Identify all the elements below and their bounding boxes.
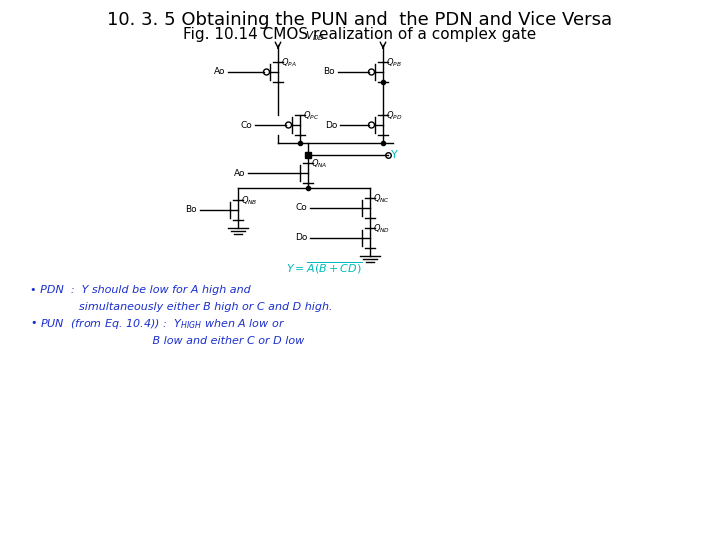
Text: $Q_{PB}$: $Q_{PB}$ xyxy=(386,57,402,69)
Text: simultaneously either B high or C and D high.: simultaneously either B high or C and D … xyxy=(30,302,333,312)
Text: 10. 3. 5 Obtaining the PUN and  the PDN and Vice Versa: 10. 3. 5 Obtaining the PUN and the PDN a… xyxy=(107,11,613,29)
Text: • PUN  (from Eq. 10.4)) :  Y$_{HIGH}$ when A low or: • PUN (from Eq. 10.4)) : Y$_{HIGH}$ when… xyxy=(30,317,285,331)
Text: $Q_{NA}$: $Q_{NA}$ xyxy=(311,158,328,170)
Text: Co: Co xyxy=(240,120,252,130)
Text: $Q_{PD}$: $Q_{PD}$ xyxy=(386,110,402,122)
Text: Ao: Ao xyxy=(233,168,245,178)
Text: • PDN  :  Y should be low for A high and: • PDN : Y should be low for A high and xyxy=(30,285,251,295)
Text: $Y = \overline{A(B + CD)}$: $Y = \overline{A(B + CD)}$ xyxy=(286,260,362,276)
Text: $Q_{ND}$: $Q_{ND}$ xyxy=(373,222,390,235)
Text: Do: Do xyxy=(294,233,307,242)
Text: $Q_{NB}$: $Q_{NB}$ xyxy=(241,194,258,207)
Text: $Q_{PC}$: $Q_{PC}$ xyxy=(303,110,319,122)
Text: Bo: Bo xyxy=(185,206,197,214)
Text: B low and either C or D low: B low and either C or D low xyxy=(30,336,305,346)
Text: $V_{DD}$: $V_{DD}$ xyxy=(305,29,325,43)
Text: $Q_{NC}$: $Q_{NC}$ xyxy=(373,192,390,205)
Text: Bo: Bo xyxy=(323,68,335,77)
Text: Do: Do xyxy=(325,120,337,130)
Text: $Q_{PA}$: $Q_{PA}$ xyxy=(281,57,297,69)
Text: Y: Y xyxy=(391,150,397,160)
Text: Fig. 10.14 CMOS realization of a complex gate: Fig. 10.14 CMOS realization of a complex… xyxy=(184,28,536,43)
Text: Co: Co xyxy=(295,204,307,213)
Text: Ao: Ao xyxy=(214,68,225,77)
